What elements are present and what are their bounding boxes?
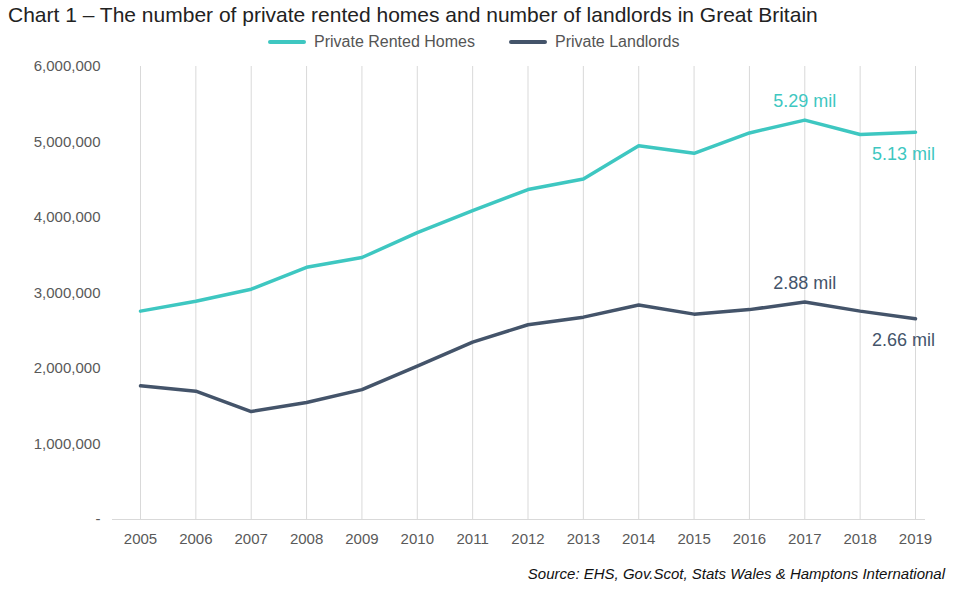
svg-text:2010: 2010 [401,530,434,547]
html-text:Chart 1 – The number of privat: Chart 1 – The number of private rented h… [8,3,818,26]
svg-text:2.66 mil: 2.66 mil [872,330,935,350]
svg-text:5,000,000: 5,000,000 [34,133,101,150]
svg-text:2009: 2009 [345,530,378,547]
svg-text:6,000,000: 6,000,000 [34,57,101,74]
svg-text:2005: 2005 [124,530,157,547]
svg-text:2007: 2007 [235,530,268,547]
html-text:Private Landlords: Private Landlords [555,33,680,50]
svg-text:2019: 2019 [899,530,932,547]
svg-text:2017: 2017 [788,530,821,547]
svg-text:2.88 mil: 2.88 mil [773,273,836,293]
svg-text:2018: 2018 [843,530,876,547]
svg-text:4,000,000: 4,000,000 [34,208,101,225]
svg-text:2008: 2008 [290,530,323,547]
svg-text:-: - [96,510,101,527]
html-text:Source: EHS, Gov.Scot, Stats W: Source: EHS, Gov.Scot, Stats Wales & Ham… [527,565,945,582]
svg-text:2012: 2012 [511,530,544,547]
svg-text:2,000,000: 2,000,000 [34,359,101,376]
svg-text:2015: 2015 [677,530,710,547]
svg-text:2013: 2013 [567,530,600,547]
svg-text:5.13 mil: 5.13 mil [872,144,935,164]
svg-text:1,000,000: 1,000,000 [34,435,101,452]
html-text:Private Rented Homes: Private Rented Homes [314,33,475,50]
svg-text:2016: 2016 [733,530,766,547]
svg-text:3,000,000: 3,000,000 [34,284,101,301]
svg-text:2011: 2011 [457,530,489,547]
svg-text:5.29 mil: 5.29 mil [773,91,836,111]
svg-text:2006: 2006 [179,530,212,547]
svg-text:2014: 2014 [622,530,655,547]
